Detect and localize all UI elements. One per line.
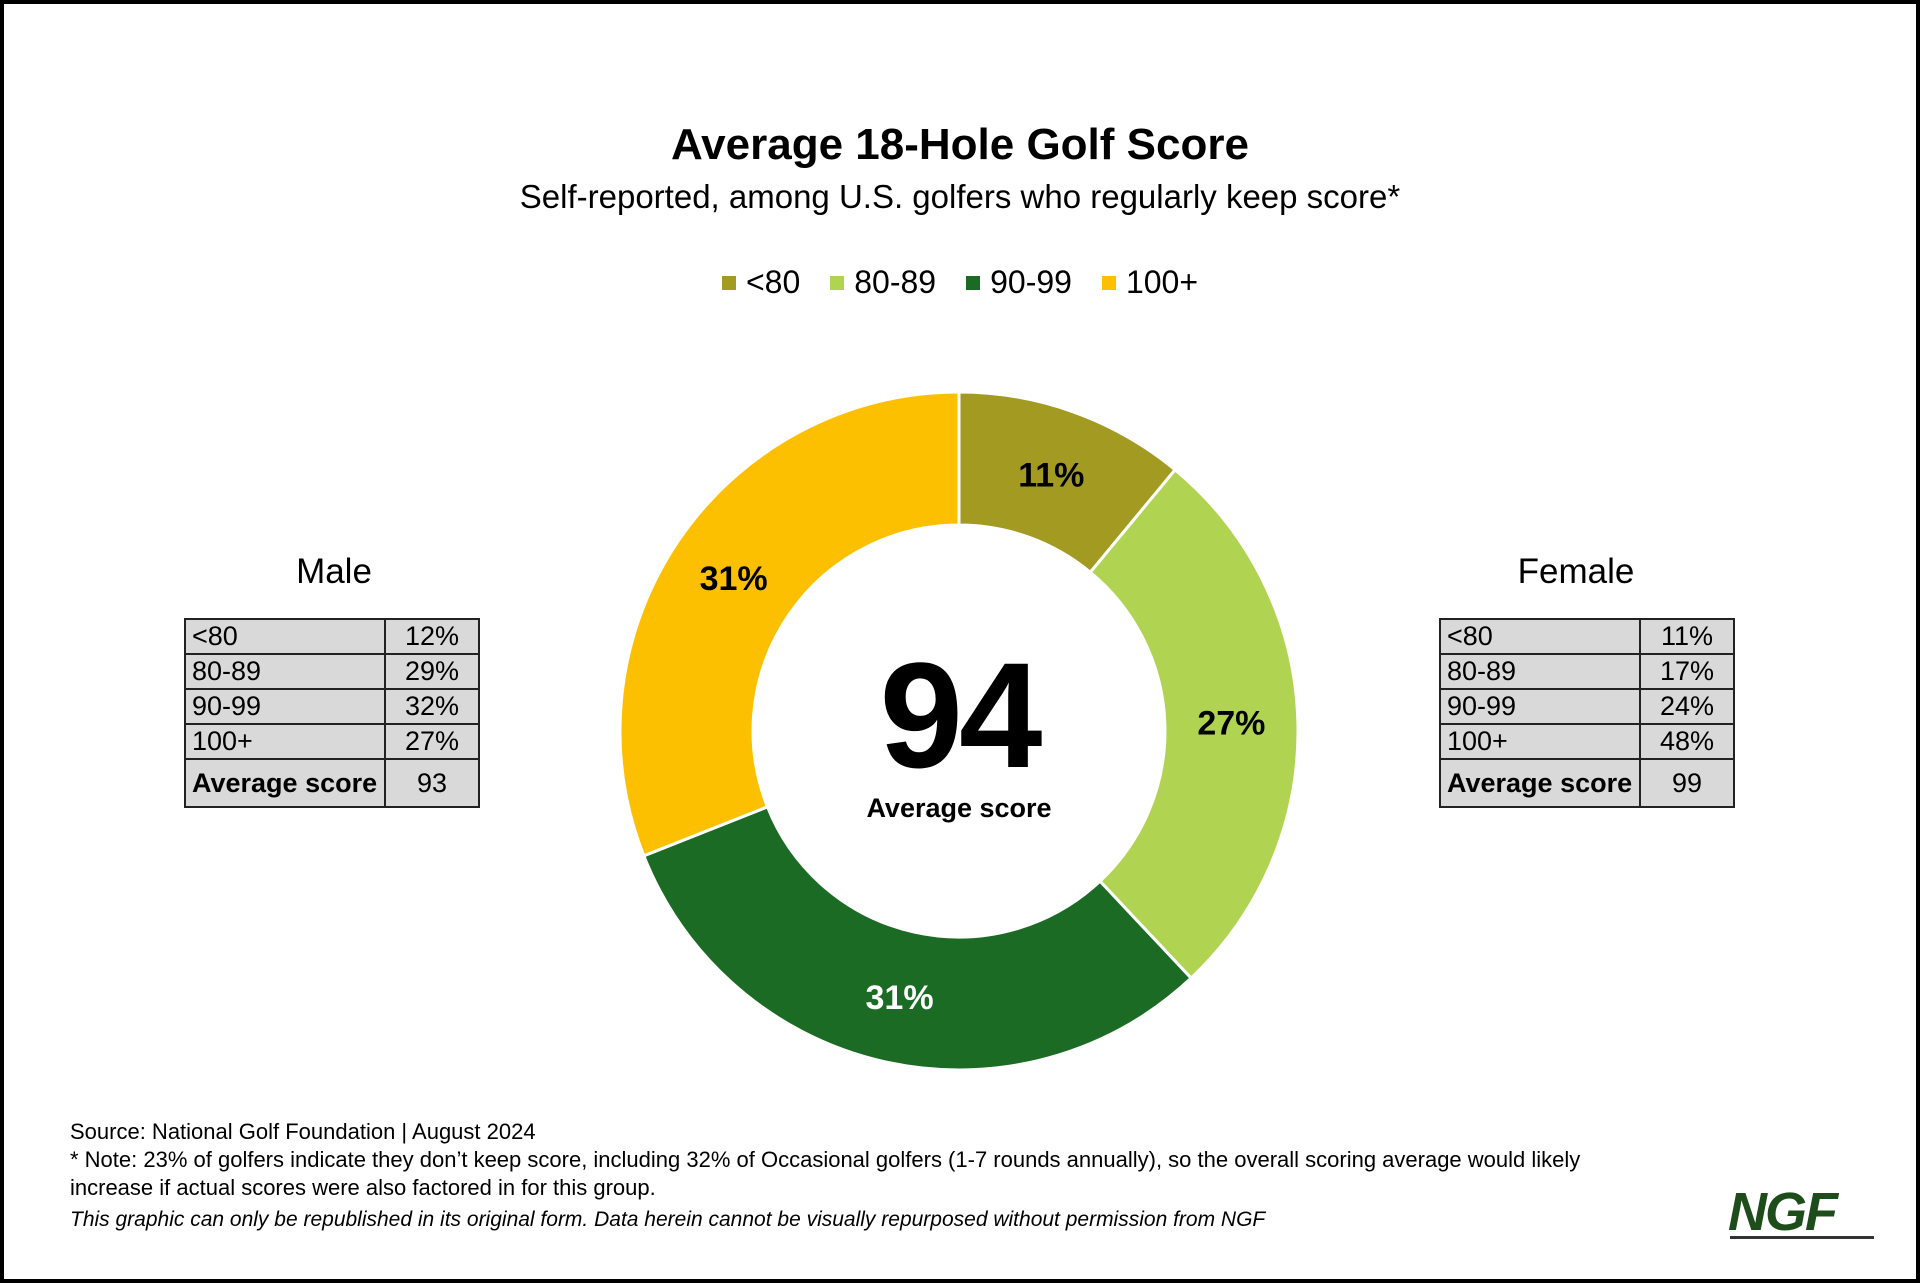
legend-item: 100+ <box>1101 264 1199 301</box>
row-label: 90-99 <box>1439 688 1641 725</box>
table-row: 90-99 32% <box>184 688 480 725</box>
row-label: 80-89 <box>1439 653 1641 690</box>
row-value: 48% <box>1639 723 1735 760</box>
donut-slice-8089 <box>1088 467 1300 981</box>
donut-slice-9099 <box>641 804 1194 1072</box>
table-row: <80 11% <box>1439 618 1735 655</box>
row-value: 32% <box>384 688 480 725</box>
row-value: 17% <box>1639 653 1735 690</box>
average-value: 99 <box>1639 758 1735 808</box>
row-value: 24% <box>1639 688 1735 725</box>
legend-swatch <box>830 275 845 290</box>
legend-label: 90-99 <box>990 264 1072 300</box>
male-table: <80 12% 80-89 29% 90-99 32% 100+ 27% Average sco… <box>184 618 480 808</box>
average-value: 93 <box>384 758 480 808</box>
row-value: 12% <box>384 618 480 655</box>
table-row: 90-99 24% <box>1439 688 1735 725</box>
legend-label: 80-89 <box>854 264 937 300</box>
chart-title: Average 18-Hole Golf Score <box>671 120 1249 169</box>
row-label: <80 <box>1439 618 1641 655</box>
female-table: <80 11% 80-89 17% 90-99 24% 100+ 48% Average sco… <box>1439 618 1735 808</box>
average-label: Average score <box>1439 758 1641 808</box>
male-label: Male <box>296 552 372 591</box>
row-value: 11% <box>1639 618 1735 655</box>
slice-data-label: 31% <box>866 979 934 1017</box>
legend: <80 80-89 90-99 100+ <box>0 264 1920 301</box>
source-text: Source: National Golf Foundation | Augus… <box>70 1119 536 1144</box>
slice-data-label: 11% <box>1018 457 1084 495</box>
row-label: <80 <box>184 618 386 655</box>
svg-text:NGF: NGF <box>1728 1186 1840 1242</box>
legend-item: <80 <box>721 264 801 301</box>
legend-swatch <box>1101 275 1116 290</box>
slice-data-label: 27% <box>1197 704 1265 742</box>
note-text: * Note: 23% of golfers indicate they don… <box>70 1147 1581 1200</box>
row-label: 90-99 <box>184 688 386 725</box>
table-row: 80-89 17% <box>1439 653 1735 690</box>
center-average-label: Average score <box>866 793 1052 823</box>
chart-subtitle: Self-reported, among U.S. golfers who re… <box>519 178 1401 215</box>
slice-data-label: 31% <box>700 560 768 598</box>
female-label: Female <box>1517 552 1635 591</box>
row-value: 27% <box>384 723 480 760</box>
row-label: 80-89 <box>184 653 386 690</box>
legend-label: 100+ <box>1125 264 1199 300</box>
legend-item: 90-99 <box>966 264 1072 301</box>
row-label: 100+ <box>1439 723 1641 760</box>
average-row: Average score 99 <box>1439 758 1735 808</box>
legend-label: <80 <box>745 264 801 300</box>
average-label: Average score <box>184 758 386 808</box>
row-value: 29% <box>384 653 480 690</box>
disclaimer-text: This graphic can only be republished in … <box>70 1208 1266 1231</box>
table-row: 100+ 27% <box>184 723 480 760</box>
legend-swatch <box>966 275 981 290</box>
average-row: Average score 93 <box>184 758 480 808</box>
legend-item: 80-89 <box>830 264 936 301</box>
table-row: 80-89 29% <box>184 653 480 690</box>
legend-swatch <box>721 275 736 290</box>
ngf-logo: NGF <box>1728 1186 1874 1242</box>
center-average-value: 94 <box>879 631 1043 799</box>
row-label: 100+ <box>184 723 386 760</box>
table-row: 100+ 48% <box>1439 723 1735 760</box>
donut-slice-100 <box>618 390 961 858</box>
table-row: <80 12% <box>184 618 480 655</box>
